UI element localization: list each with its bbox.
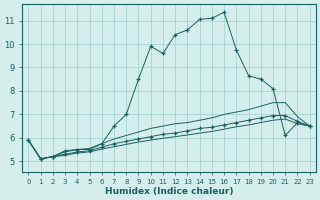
X-axis label: Humidex (Indice chaleur): Humidex (Indice chaleur)	[105, 187, 233, 196]
